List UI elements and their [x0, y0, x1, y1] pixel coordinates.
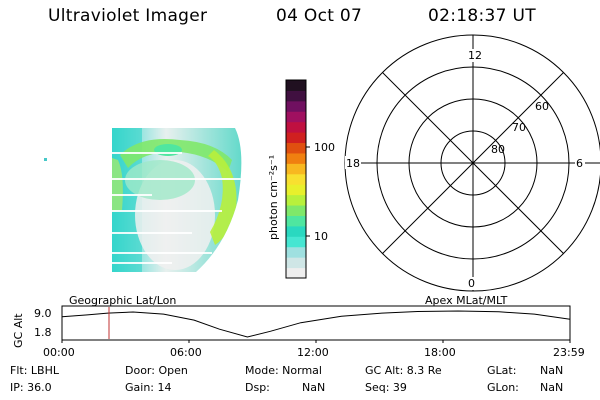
info-glat-label: GLat: [487, 364, 517, 377]
colorbar-cell [286, 80, 306, 91]
label-bg-12 [466, 49, 482, 62]
colorbar-cell [286, 267, 306, 279]
colorbar-frame [285, 79, 307, 279]
timeline-xtick-label-4: 23:59 [553, 346, 585, 359]
timeline-left-label: Geographic Lat/Lon [69, 294, 176, 307]
colorbar-cell [286, 257, 306, 269]
label-bg-0 [467, 277, 477, 290]
auroral-image [44, 128, 242, 272]
image-date: 04 Oct 07 [276, 6, 363, 26]
colorbar-cell [286, 236, 306, 248]
info-ip: IP: 36.0 [10, 381, 52, 394]
colorbar-cell [286, 163, 306, 175]
info-glon-value: NaN [540, 381, 564, 394]
timeline-panel: GC Alt 9.0 1.8 Geographic Lat/Lon Apex M… [12, 294, 585, 359]
label-bg-6 [575, 156, 585, 169]
info-dsp-label: Dsp: [245, 381, 270, 394]
timeline-right-label: Apex MLat/MLT [425, 294, 508, 307]
timeline-ytick-1.8: 1.8 [34, 326, 52, 339]
lat-label-60: 60 [535, 100, 549, 113]
colorbar-cell [286, 205, 306, 216]
colorbar-cell [286, 111, 306, 123]
lat-label-80: 80 [491, 143, 505, 156]
timeline-xtick-label-1: 06:00 [170, 346, 202, 359]
timeline-ytick-9: 9.0 [34, 307, 52, 320]
timeline-xtick-label-0: 00:00 [43, 346, 75, 359]
info-mode: Mode: Normal [245, 364, 322, 377]
colorbar-cell [286, 121, 306, 133]
info-flt: Flt: LBHL [10, 364, 59, 377]
info-glat-value: NaN [540, 364, 564, 377]
colorbar: 100 10 photon cm⁻²s⁻¹ [267, 79, 335, 279]
colorbar-cell [286, 90, 306, 102]
colorbar-cell [286, 184, 306, 196]
timeline-frame [61, 305, 571, 341]
info-gcalt: GC Alt: 8.3 Re [365, 364, 442, 377]
mlt-label-0: 0 [468, 277, 475, 290]
info-glon-label: GLon: [487, 381, 519, 394]
timeline-xtick-label-3: 18:00 [424, 346, 456, 359]
polar-grid [344, 34, 600, 292]
colorbar-cell [286, 215, 306, 227]
altitude-curve [61, 310, 571, 338]
colorbar-unit-label: photon cm⁻²s⁻¹ [267, 155, 280, 240]
colorbar-cell [286, 246, 306, 258]
mlt-label-18: 18 [346, 157, 360, 170]
colorbar-cell [286, 132, 306, 144]
page-title: Ultraviolet Imager [48, 6, 208, 26]
mlt-label-12: 12 [468, 49, 482, 62]
colorbar-cell [286, 194, 306, 206]
timeline-xtick-label-2: 12:00 [297, 346, 329, 359]
colorbar-cell [286, 173, 306, 185]
info-dsp-value: NaN [302, 381, 326, 394]
colorbar-cell [286, 142, 306, 154]
timeline-ylabel: GC Alt [12, 313, 25, 348]
colorbar-cell [286, 100, 306, 112]
info-seq: Seq: 39 [365, 381, 407, 394]
image-time: 02:18:37 UT [428, 6, 536, 26]
mlt-line-diagonal-2 [382, 72, 564, 254]
mlt-label-6: 6 [576, 157, 583, 170]
info-gain: Gain: 14 [125, 381, 172, 394]
colorbar-cell [286, 152, 306, 164]
stray-pixel [44, 158, 47, 161]
colorbar-cell [286, 225, 306, 237]
label-bg-18 [345, 156, 361, 169]
info-door: Door: Open [125, 364, 188, 377]
colorbar-tick-label-100: 100 [314, 141, 335, 154]
colorbar-tick-label-10: 10 [314, 230, 328, 243]
lat-label-70: 70 [512, 121, 526, 134]
